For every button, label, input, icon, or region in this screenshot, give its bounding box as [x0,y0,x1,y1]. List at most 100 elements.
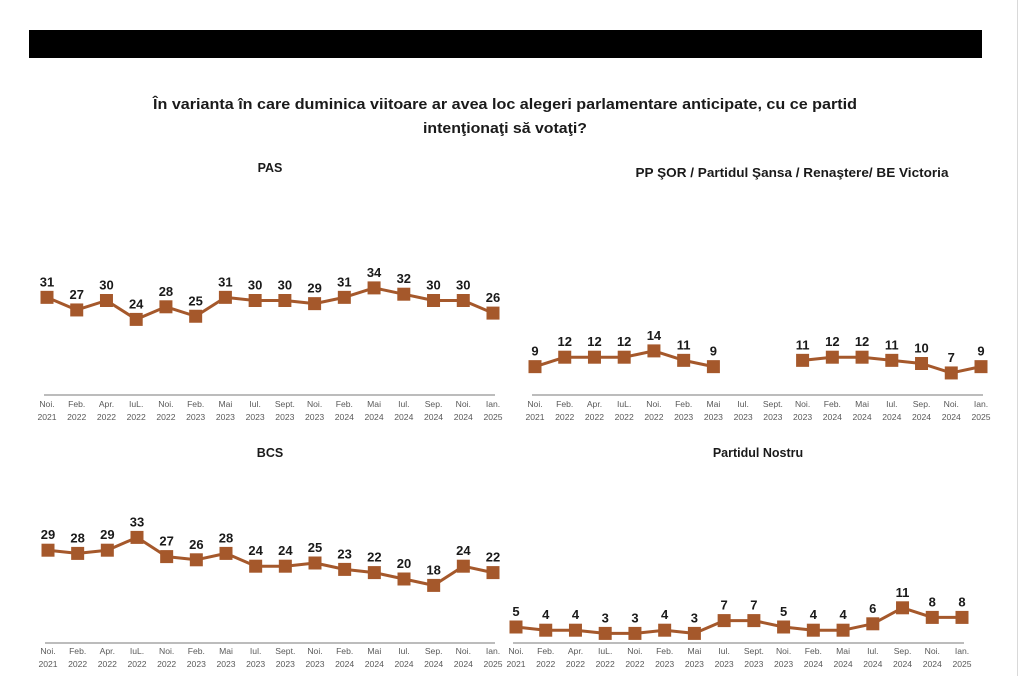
data-label: 3 [631,610,638,625]
x-tick-label-month: Feb. [336,399,353,409]
x-tick-label-month: Feb. [656,646,673,656]
data-label: 12 [825,334,839,349]
data-point-marker [677,353,691,367]
data-point-marker [456,559,470,573]
data-point-marker [456,294,470,307]
x-tick-label-month: Mai [218,399,232,409]
x-tick-label-year: 2024 [424,659,443,669]
x-tick-label-year: 2023 [246,659,265,669]
data-label: 11 [896,585,910,600]
x-tick-label-month: Apr. [100,646,115,656]
x-tick-label-year: 2022 [644,412,663,422]
x-tick-label-year: 2023 [655,659,674,669]
x-tick-label-year: 2023 [715,659,734,669]
data-label: 22 [486,550,500,565]
x-tick-label-year: 2022 [156,412,175,422]
x-tick-label-month: IuL. [129,399,143,409]
x-tick-label-month: Apr. [587,399,602,409]
data-point-marker [558,350,572,364]
data-label: 29 [41,527,55,542]
x-tick-label-month: Iul. [886,399,897,409]
data-point-marker [99,294,113,307]
x-tick-label-month: Noi. [627,646,642,656]
data-label: 12 [855,334,869,349]
x-tick-label-year: 2023 [216,659,235,669]
x-tick-label-month: Apr. [568,646,583,656]
x-tick-label-month: Sept. [763,399,783,409]
x-tick-label-year: 2023 [246,412,265,422]
data-label: 12 [587,334,601,349]
x-tick-label-month: Noi. [944,399,959,409]
x-tick-label-year: 2024 [454,659,473,669]
data-label: 30 [248,278,262,293]
data-point-marker [706,360,720,374]
x-tick-label-month: Ian. [955,646,969,656]
data-point-marker [70,303,84,317]
data-point-marker [885,353,899,367]
x-tick-label-year: 2023 [704,412,723,422]
data-point-marker [777,620,791,634]
x-tick-label-year: 2024 [365,659,384,669]
x-tick-label-year: 2024 [804,659,823,669]
x-tick-label-year: 2024 [424,412,443,422]
x-tick-label-year: 2022 [127,659,146,669]
x-tick-label-month: Sep. [425,399,443,409]
x-tick-label-year: 2023 [216,412,235,422]
data-point-marker [509,620,523,634]
x-tick-label-month: Feb. [69,646,86,656]
x-tick-label-month: Feb. [675,399,692,409]
data-label: 28 [70,530,84,545]
x-tick-label-year: 2021 [38,659,57,669]
x-tick-label-month: Ian. [486,646,500,656]
x-tick-label-year: 2022 [68,659,87,669]
data-point-marker [100,543,114,557]
data-label: 11 [885,337,899,352]
data-point-marker [308,297,322,311]
data-label: 30 [456,278,470,293]
chart-layer: PAS31Noi.202127Feb.202230Apr.202224IuL.2… [37,161,990,669]
x-tick-label-month: Noi. [527,399,542,409]
x-tick-label-year: 2024 [853,412,872,422]
data-point-marker [747,614,761,628]
x-tick-label-month: Sep. [894,646,912,656]
x-tick-label-year: 2022 [97,412,116,422]
data-label: 26 [189,537,203,552]
data-point-marker [337,290,351,304]
data-point-marker [717,614,731,628]
x-tick-label-year: 2023 [186,412,205,422]
data-label: 9 [531,344,538,359]
data-point-marker [189,309,203,323]
data-point-marker [598,626,612,640]
x-tick-label-month: Feb. [537,646,554,656]
data-label: 31 [40,274,54,289]
data-label: 11 [677,337,691,352]
x-tick-label-month: Noi. [40,646,55,656]
data-point-marker [836,623,850,637]
x-tick-label-month: Mai [367,399,381,409]
x-tick-label-year: 2022 [625,659,644,669]
x-tick-label-year: 2023 [305,659,324,669]
data-label: 25 [188,293,202,308]
data-point-marker [219,546,233,560]
data-label: 4 [810,607,818,622]
data-point-marker [896,601,910,615]
data-label: 4 [661,607,669,622]
x-tick-label-month: Iul. [398,646,409,656]
x-tick-label-year: 2024 [863,659,882,669]
data-label: 24 [129,296,144,311]
x-tick-label-year: 2022 [157,659,176,669]
x-tick-label-year: 2024 [912,412,931,422]
data-point-marker [539,623,553,637]
data-point-marker [249,559,263,573]
data-point-marker [587,350,601,364]
data-label: 22 [367,550,381,565]
data-label: 6 [869,601,876,616]
header-bar [29,30,982,58]
x-tick-label-year: 2023 [305,412,324,422]
x-tick-label-year: 2022 [536,659,555,669]
chart-title: Partidul Nostru [713,446,803,460]
data-point-marker [658,623,672,637]
data-label: 9 [710,344,717,359]
x-tick-label-month: Ian. [486,399,500,409]
